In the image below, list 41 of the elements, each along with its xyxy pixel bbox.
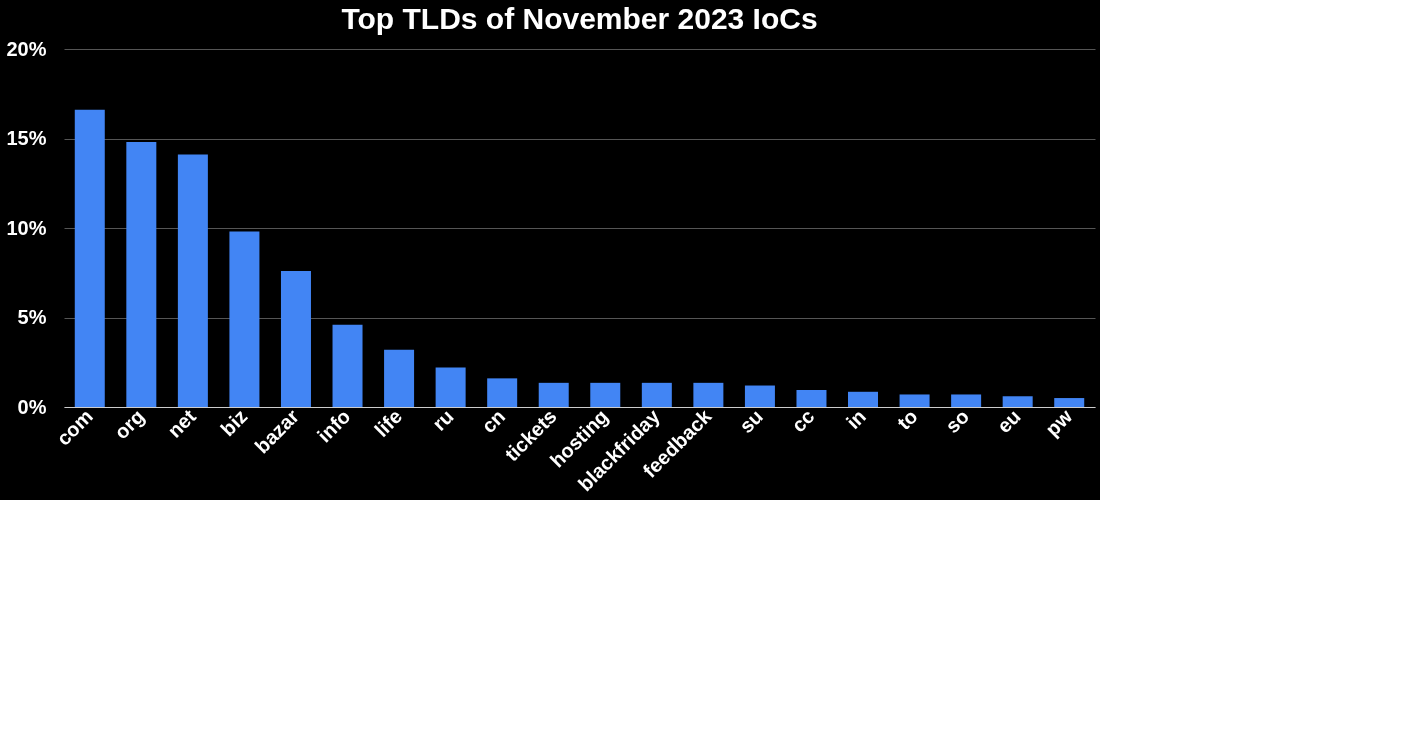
bar xyxy=(693,382,724,407)
x-tick-label: biz xyxy=(216,405,252,441)
x-tick-label: net xyxy=(163,404,201,442)
x-tick-label: cn xyxy=(477,405,510,438)
bar xyxy=(177,154,208,407)
bar xyxy=(590,382,621,407)
bar xyxy=(848,391,879,407)
bar xyxy=(74,109,105,407)
x-tick-label: info xyxy=(313,405,355,447)
y-tick-label: 0% xyxy=(17,395,47,418)
bar xyxy=(126,142,157,407)
x-tick-label: pw xyxy=(1041,404,1077,441)
x-tick-label: su xyxy=(734,405,767,438)
y-tick-label: 10% xyxy=(6,216,47,239)
x-tick-label: com xyxy=(52,405,97,450)
bar xyxy=(641,382,672,407)
bar xyxy=(384,349,415,407)
bar xyxy=(538,382,569,407)
x-tick-label: so xyxy=(941,405,974,438)
bar xyxy=(899,394,930,407)
x-tick-label: life xyxy=(370,405,407,442)
bar xyxy=(435,367,466,407)
bar xyxy=(487,378,518,407)
bar xyxy=(1002,396,1033,407)
bar xyxy=(1054,398,1085,407)
chart-title: Top TLDs of November 2023 IoCs xyxy=(341,2,818,35)
y-tick-label: 15% xyxy=(6,127,47,149)
bar xyxy=(280,270,311,407)
x-tick-label: in xyxy=(841,405,871,434)
y-tick-label: 5% xyxy=(17,306,47,328)
y-tick-label: 20% xyxy=(6,37,47,60)
x-tick-label: ru xyxy=(428,405,458,435)
x-tick-label: org xyxy=(110,405,149,444)
bar xyxy=(796,390,827,407)
x-tick-label: cc xyxy=(787,405,819,437)
bar xyxy=(951,394,982,407)
bar xyxy=(332,324,363,407)
x-tick-label: to xyxy=(892,405,922,434)
bar xyxy=(229,231,260,407)
x-tick-label: eu xyxy=(992,405,1025,438)
bar xyxy=(744,385,775,407)
